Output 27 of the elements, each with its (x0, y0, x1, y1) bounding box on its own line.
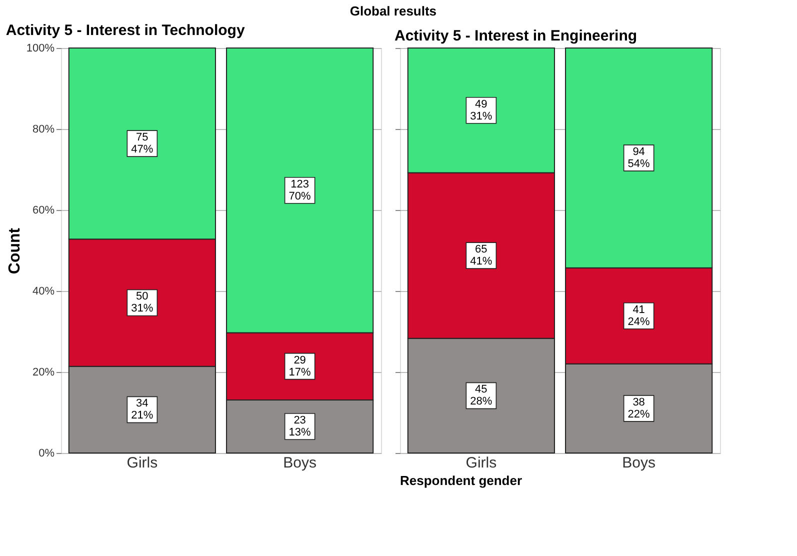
data-label: 50 31% (131, 290, 154, 315)
data-label: 94 54% (628, 146, 650, 170)
y-tick-label: 40% (32, 286, 55, 298)
data-label: 123 70% (288, 178, 312, 202)
text: Global results (350, 4, 437, 18)
y-axis-title: Count (6, 227, 24, 274)
chart-title: Activity 5 - Interest in Engineering (394, 28, 638, 44)
y-tick-label: 60% (32, 204, 55, 216)
data-label: 49 31% (470, 98, 492, 122)
data-label: 38 22% (628, 396, 650, 420)
data-label: 23 13% (288, 414, 312, 438)
data-label: 34 21% (131, 398, 154, 422)
data-label: 75 47% (131, 132, 154, 156)
y-tick-label: 80% (32, 124, 55, 136)
data-label: 65 41% (470, 244, 492, 268)
x-tick-label: Girls (126, 454, 158, 472)
x-tick-label: Boys (283, 454, 316, 472)
x-tick-label: Girls (466, 454, 497, 472)
data-label: 29 17% (288, 354, 312, 378)
y-tick-label: 0% (38, 448, 55, 460)
data-label: 45 28% (470, 384, 492, 408)
x-tick-label: Boys (622, 454, 656, 472)
y-tick-label: 100% (26, 42, 55, 54)
chart-title: Activity 5 - Interest in Technology (6, 22, 246, 39)
x-axis-title: Respondent gender (400, 473, 522, 488)
data-label: 41 24% (628, 304, 650, 328)
y-tick-label: 20% (32, 366, 55, 378)
